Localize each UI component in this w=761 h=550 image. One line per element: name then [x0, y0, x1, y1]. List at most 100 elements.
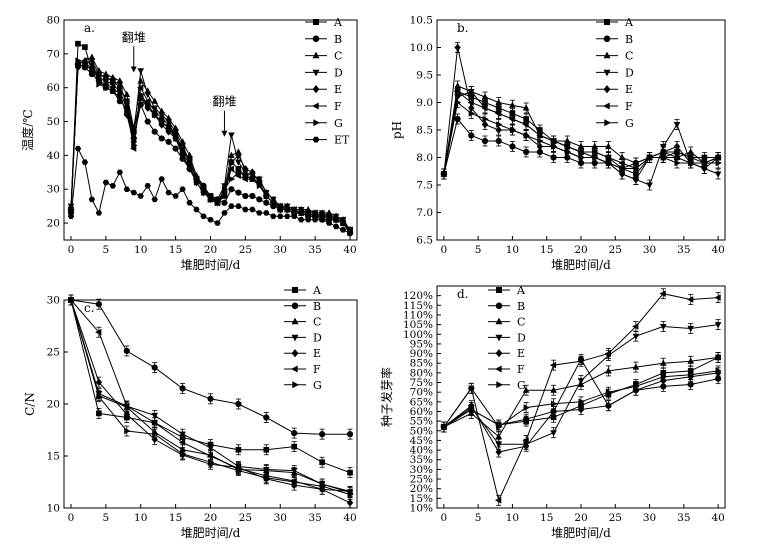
legend-label: F [517, 363, 525, 376]
x-tick-label: 20 [204, 512, 217, 524]
x-tick-label: 40 [711, 244, 724, 256]
legend-label: C [517, 316, 525, 329]
series-G [68, 294, 354, 500]
data-point [235, 467, 243, 474]
data-point [714, 322, 722, 329]
x-tick-label: 30 [274, 244, 287, 256]
legend-label: B [313, 300, 321, 313]
data-point [256, 196, 263, 203]
y-tick-label: 105% [403, 319, 433, 331]
data-point [172, 193, 179, 199]
data-point [347, 491, 354, 498]
data-point [522, 437, 529, 444]
data-point [179, 431, 186, 438]
data-point [660, 154, 668, 161]
data-point [228, 151, 235, 158]
data-point [467, 99, 474, 106]
data-point [508, 115, 516, 123]
data-point [468, 132, 475, 139]
x-axis-label: 堆肥时间/d [181, 258, 241, 272]
annotation-arrow-head [130, 66, 137, 73]
data-point [495, 448, 502, 456]
legend-item-G: G [305, 117, 343, 130]
data-point [151, 97, 158, 104]
data-point [454, 43, 461, 52]
x-tick-label: 25 [239, 244, 252, 256]
y-tick-label: 7.5 [416, 180, 433, 192]
data-point [563, 143, 570, 150]
data-point [103, 84, 110, 91]
y-tick-label: 80 [47, 15, 60, 27]
legend-item-C: C [596, 50, 633, 63]
data-point [605, 159, 613, 167]
x-axis-label: 堆肥时间/d [551, 526, 611, 540]
data-point [318, 217, 326, 223]
data-point [687, 325, 694, 333]
y-tick-label: 7.0 [416, 207, 433, 219]
data-point [660, 323, 667, 331]
x-tick-label: 10 [506, 244, 519, 256]
data-point [536, 142, 544, 151]
data-point [277, 202, 284, 210]
y-tick-label: 25 [47, 347, 60, 359]
series-ET [67, 145, 354, 236]
legend-item-A: A [284, 284, 322, 297]
legend-marker [603, 69, 611, 77]
data-point [179, 385, 186, 392]
y-tick-label: 85% [410, 358, 433, 370]
data-point [270, 199, 278, 207]
data-point [605, 142, 612, 149]
data-point [290, 467, 298, 475]
data-point [291, 206, 298, 213]
data-point [577, 358, 584, 365]
data-point [578, 398, 585, 406]
y-tick-label: 65% [410, 396, 433, 408]
data-point [468, 110, 476, 117]
data-point [81, 159, 89, 165]
legend-marker [313, 119, 320, 127]
x-tick-label: 25 [609, 244, 622, 256]
legend-item-E: E [284, 347, 321, 360]
data-point [82, 44, 88, 50]
legend-marker [291, 286, 298, 293]
x-tick-label: 10 [134, 244, 147, 256]
legend-label: B [334, 33, 342, 46]
data-point [151, 196, 158, 203]
data-point [150, 419, 158, 426]
data-point [151, 364, 158, 371]
series-G [68, 57, 354, 237]
data-point [605, 367, 612, 374]
data-point [632, 323, 639, 330]
y-tick-label: 8.0 [416, 152, 433, 164]
data-point [605, 388, 613, 396]
data-point [495, 126, 502, 134]
data-point [332, 223, 340, 230]
annotation-turning: 翻堆 [212, 95, 236, 137]
legend-marker [495, 334, 503, 342]
data-point [159, 118, 166, 125]
legend-label: ET [334, 134, 350, 147]
data-point [263, 446, 270, 453]
data-point [333, 216, 340, 223]
data-point [646, 182, 653, 189]
y-tick-label: 30 [47, 184, 60, 196]
data-point [481, 93, 489, 100]
data-point [325, 220, 333, 226]
data-point [494, 110, 502, 117]
legend-marker [603, 35, 611, 43]
legend-label: D [334, 66, 343, 79]
legend-marker [291, 334, 299, 342]
data-point [172, 129, 179, 136]
data-point [95, 328, 102, 336]
data-point [144, 91, 151, 99]
data-point [172, 145, 179, 152]
y-tick-label: 70% [410, 387, 433, 399]
data-point [178, 439, 186, 446]
data-point [578, 154, 585, 161]
data-point [123, 410, 130, 419]
data-point [221, 199, 228, 206]
data-point [660, 359, 667, 366]
data-point [137, 193, 144, 199]
data-point [180, 148, 187, 156]
y-tick-label: 60 [47, 82, 60, 94]
